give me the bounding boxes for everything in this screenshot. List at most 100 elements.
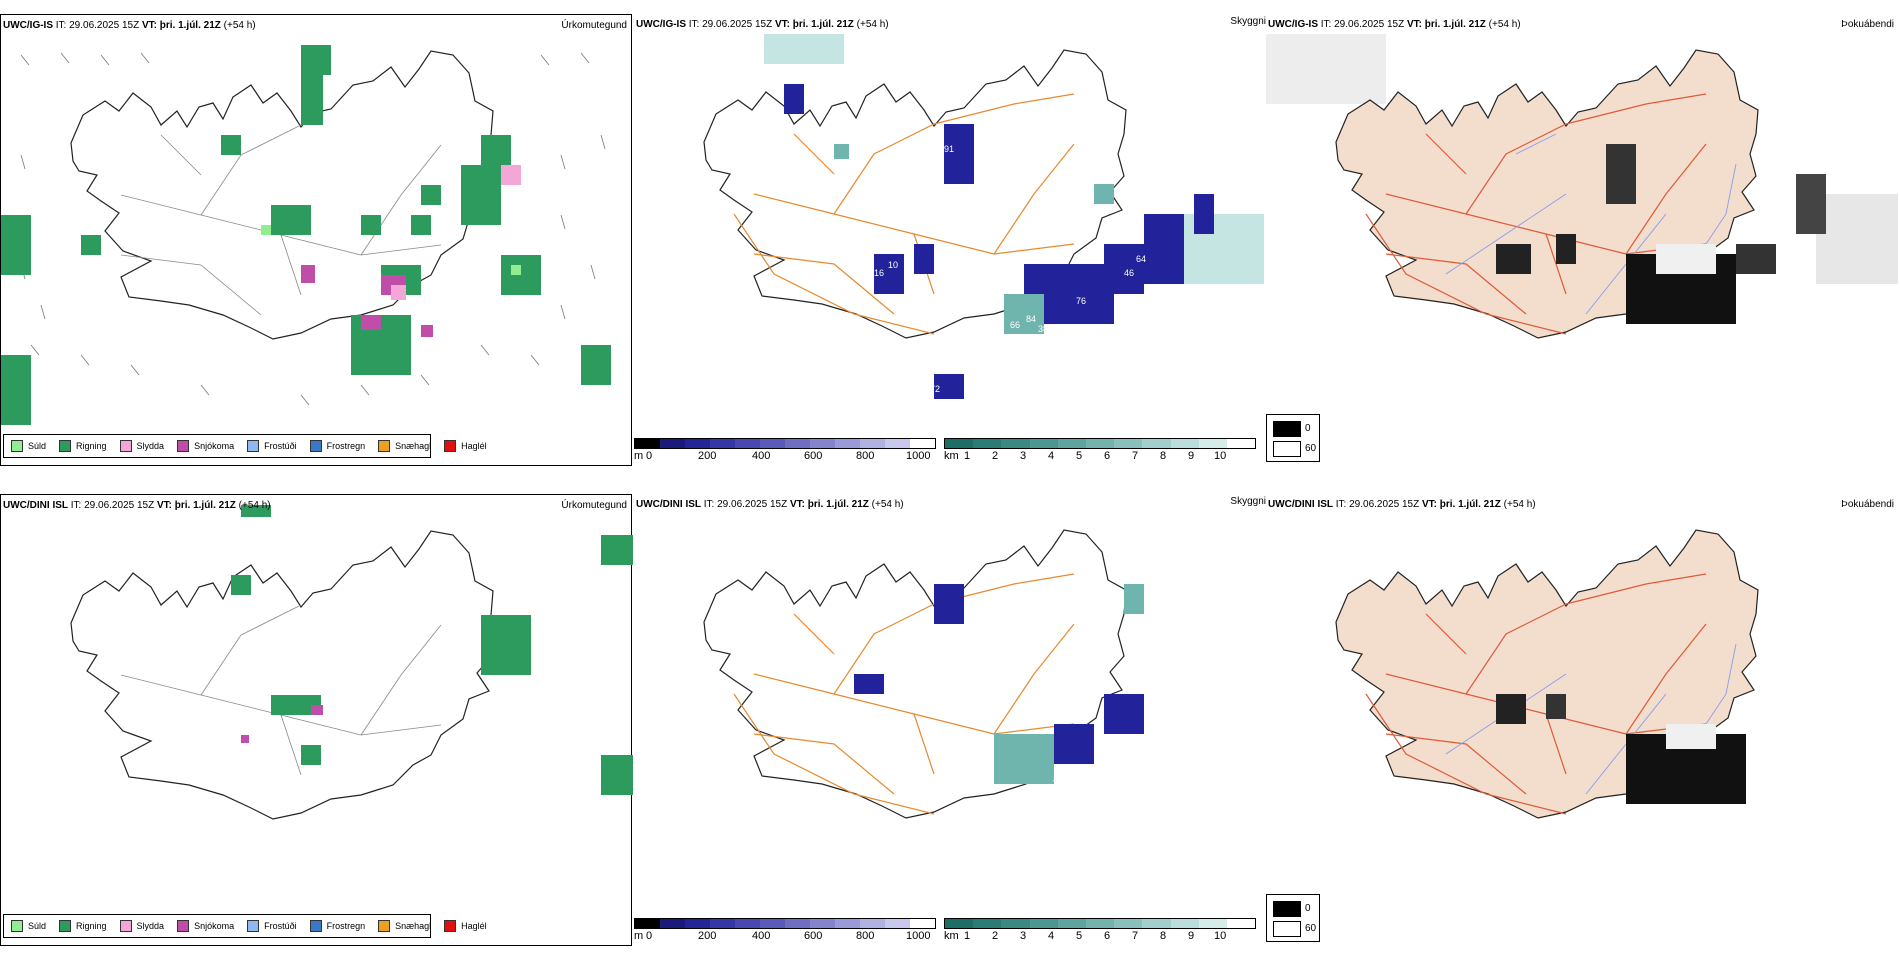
panel-header: UWC/DINI ISL IT: 29.06.2025 15Z VT: þri.… bbox=[636, 499, 904, 510]
tick-label: 3 bbox=[1020, 450, 1027, 462]
tick-label: 200 bbox=[698, 930, 717, 942]
fog-areas bbox=[1496, 694, 1746, 804]
sleet-areas bbox=[391, 165, 521, 300]
low-visibility-areas bbox=[994, 584, 1144, 784]
drizzle-areas bbox=[261, 225, 521, 275]
ceiling-label: 13 bbox=[1054, 794, 1065, 804]
panel-title: Skyggni bbox=[1230, 16, 1266, 27]
tick-label: 8 bbox=[1160, 930, 1167, 942]
visibility-map-row1 bbox=[703, 34, 1264, 399]
tick-label: 600 bbox=[804, 930, 823, 942]
ceiling-label: 125 bbox=[998, 792, 1014, 802]
legend-item: Frostregn bbox=[309, 440, 365, 452]
legend-item: Frostúði bbox=[247, 920, 297, 932]
fog-panel-row2: UWC/DINI ISL IT: 29.06.2025 15Z VT: þri.… bbox=[1266, 494, 1898, 960]
ceiling-label: 10 bbox=[888, 260, 899, 270]
precip-map-row2 bbox=[70, 505, 633, 820]
tick-label: 0 bbox=[646, 930, 653, 942]
visibility-strip bbox=[944, 438, 1256, 449]
low-ceiling-areas bbox=[784, 84, 1214, 399]
fog-map-row1 bbox=[1266, 34, 1898, 339]
legend-item: Slydda bbox=[119, 920, 164, 932]
tick-label: 200 bbox=[698, 450, 717, 462]
precip-panel-row1: UWC/IG-IS IT: 29.06.2025 15Z VT: þri. 1.… bbox=[0, 14, 632, 466]
legend-item: Snæhagl bbox=[378, 440, 431, 452]
tick-label: 400 bbox=[752, 930, 771, 942]
precip-legend-row2: Súld Rigning Slydda Snjókoma Frostúði Fr… bbox=[3, 914, 487, 938]
tick-label: 6 bbox=[1104, 450, 1111, 462]
ceiling-label: 84 bbox=[1026, 314, 1037, 324]
tick-label: 800 bbox=[856, 450, 875, 462]
low-ceiling-areas bbox=[854, 584, 1144, 764]
panel-header: UWC/IG-IS IT: 29.06.2025 15Z VT: þri. 1.… bbox=[1268, 19, 1521, 30]
ceiling-unit: m bbox=[634, 450, 644, 462]
tick-label: 6 bbox=[1104, 930, 1111, 942]
ceiling-unit: m bbox=[634, 930, 644, 942]
legend-item: Rigning bbox=[59, 440, 107, 452]
tick-label: 8 bbox=[1160, 450, 1167, 462]
tick-label: 2 bbox=[992, 450, 999, 462]
legend-item: Snjókoma bbox=[177, 920, 234, 932]
tick-label: 7 bbox=[1132, 930, 1139, 942]
precip-panel-row2: UWC/DINI ISL IT: 29.06.2025 15Z VT: þri.… bbox=[0, 494, 633, 946]
visibility-panel-row1: UWC/IG-IS IT: 29.06.2025 15Z VT: þri. 1.… bbox=[634, 14, 1266, 480]
tick-label: 7 bbox=[1132, 450, 1139, 462]
tick-label: 10 bbox=[1214, 930, 1227, 942]
ceiling-label: 38 bbox=[1038, 324, 1049, 334]
precip-map-row1 bbox=[1, 45, 611, 425]
ceiling-strip bbox=[634, 438, 936, 449]
fog-panel-row1: UWC/IG-IS IT: 29.06.2025 15Z VT: þri. 1.… bbox=[1266, 14, 1898, 480]
visibility-strip bbox=[944, 918, 1256, 929]
visibility-panel-row2: UWC/DINI ISL IT: 29.06.2025 15Z VT: þri.… bbox=[634, 494, 1266, 960]
tick-label: 5 bbox=[1076, 930, 1083, 942]
ceiling-labels-row1: 91 72 10 16 92 84 66 38 76 64 46 72 bbox=[634, 14, 1266, 480]
ceiling-label: 16 bbox=[874, 268, 885, 278]
ceiling-label: 46 bbox=[1124, 268, 1135, 278]
ceiling-label: 91 bbox=[944, 144, 955, 154]
tick-label: 1 bbox=[964, 930, 971, 942]
legend-item: Frostregn bbox=[309, 920, 365, 932]
panel-header: UWC/DINI ISL IT: 29.06.2025 15Z VT: þri.… bbox=[1268, 499, 1536, 510]
panel-title: Úrkomutegund bbox=[561, 500, 627, 511]
tick-label: 5 bbox=[1076, 450, 1083, 462]
tick-label: 4 bbox=[1048, 930, 1055, 942]
tick-label: 9 bbox=[1188, 450, 1195, 462]
tick-label: 0 bbox=[646, 450, 653, 462]
visibility-unit: km bbox=[944, 930, 959, 942]
ceiling-label: 64 bbox=[1136, 254, 1147, 264]
tick-label: 1000 bbox=[906, 930, 931, 942]
ceiling-label: 54 bbox=[888, 720, 899, 730]
legend-item: Haglél bbox=[444, 440, 487, 452]
panel-header: UWC/DINI ISL IT: 29.06.2025 15Z VT: þri.… bbox=[3, 500, 271, 511]
tick-label: 2 bbox=[992, 930, 999, 942]
rain-areas bbox=[1, 45, 611, 425]
ceiling-label: 66 bbox=[1010, 320, 1021, 330]
ceiling-label: 101 bbox=[1078, 764, 1094, 774]
tick-label: 9 bbox=[1188, 930, 1195, 942]
ceiling-label: 92 bbox=[1014, 270, 1025, 280]
tick-label: 600 bbox=[804, 450, 823, 462]
roads bbox=[733, 573, 1075, 815]
fog-legend: 0 60 bbox=[1266, 894, 1320, 942]
wind-barbs bbox=[20, 52, 606, 406]
ceiling-label: 61 bbox=[930, 864, 941, 874]
ceiling-strip bbox=[634, 918, 936, 929]
ceiling-labels-row2: 54 125 101 79 125 13 61 bbox=[634, 494, 1266, 960]
rain-areas bbox=[231, 505, 633, 795]
fog-legend: 0 60 bbox=[1266, 414, 1320, 462]
panel-title: Úrkomutegund bbox=[561, 20, 627, 31]
panel-title: Þokuábendi bbox=[1841, 19, 1894, 30]
tick-label: 400 bbox=[752, 450, 771, 462]
legend-item: Súld bbox=[11, 440, 46, 452]
visibility-map-row2 bbox=[703, 529, 1144, 819]
legend-item: Snjókoma bbox=[177, 440, 234, 452]
tick-label: 1 bbox=[964, 450, 971, 462]
tick-label: 10 bbox=[1214, 450, 1227, 462]
ceiling-label: 79 bbox=[1128, 736, 1139, 746]
panel-title: Þokuábendi bbox=[1841, 499, 1894, 510]
panel-header: UWC/IG-IS IT: 29.06.2025 15Z VT: þri. 1.… bbox=[636, 19, 889, 30]
fog-map-row2 bbox=[1335, 529, 1759, 819]
snow-areas bbox=[241, 705, 323, 743]
ceiling-label: 76 bbox=[1076, 296, 1087, 306]
visibility-unit: km bbox=[944, 450, 959, 462]
